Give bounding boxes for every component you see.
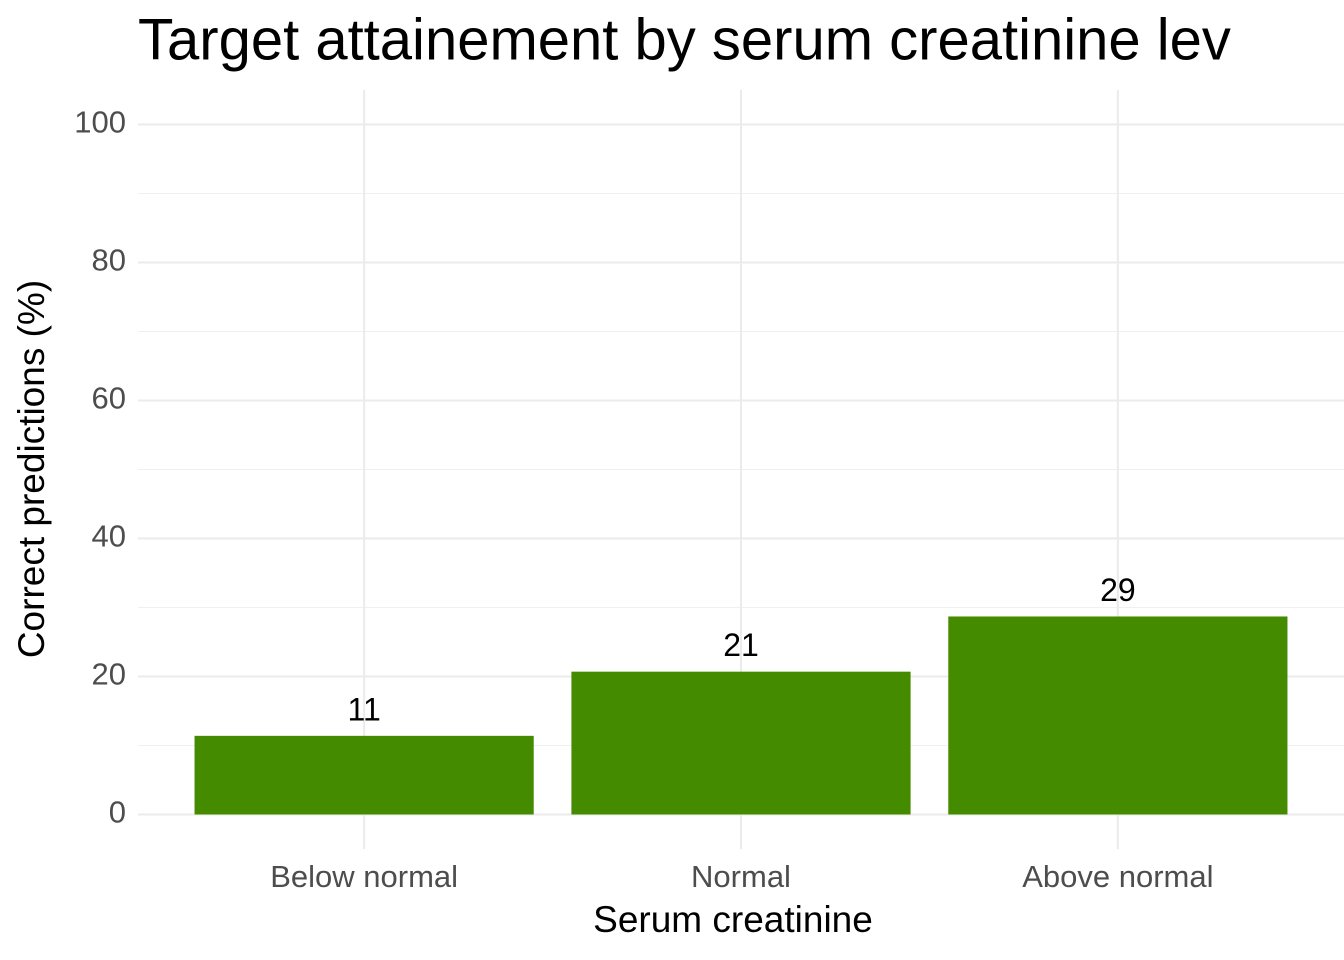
y-axis-title: Correct predictions (%) — [11, 280, 52, 658]
y-tick-label: 60 — [92, 381, 126, 416]
y-tick-label: 40 — [92, 519, 126, 554]
x-tick-label: Normal — [691, 859, 791, 894]
y-tick-label: 100 — [74, 105, 126, 140]
value-label: 11 — [348, 691, 381, 727]
y-tick-label: 20 — [92, 657, 126, 692]
y-tick-label: 80 — [92, 243, 126, 278]
value-label: 29 — [1100, 572, 1136, 608]
x-axis-title: Serum creatinine — [593, 899, 873, 940]
y-tick-label: 0 — [109, 795, 126, 830]
value-label: 21 — [723, 627, 759, 663]
chart-title: Target attainement by serum creatinine l… — [138, 7, 1231, 72]
bar — [948, 616, 1288, 815]
bar — [194, 735, 534, 815]
bar — [571, 671, 911, 815]
x-tick-label: Below normal — [270, 859, 458, 894]
x-tick-label: Above normal — [1022, 859, 1213, 894]
